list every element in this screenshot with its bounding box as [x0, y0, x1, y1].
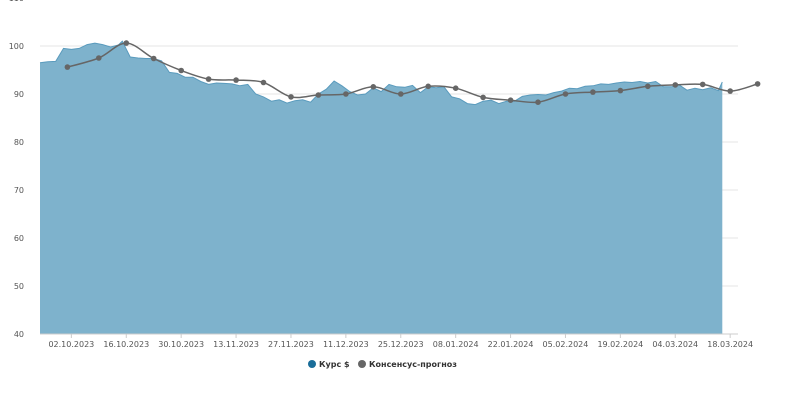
forecast-point[interactable] [727, 88, 733, 94]
x-tick-label: 04.03.2024 [652, 340, 698, 349]
forecast-point[interactable] [398, 91, 404, 97]
x-tick-label: 27.11.2023 [268, 340, 314, 349]
forecast-point[interactable] [150, 55, 157, 62]
x-tick-label: 25.12.2023 [378, 340, 424, 349]
forecast-point[interactable] [123, 40, 130, 46]
forecast-point[interactable] [178, 67, 184, 74]
forecast-point[interactable] [370, 84, 377, 90]
forecast-point[interactable] [590, 89, 596, 95]
forecast-point[interactable] [562, 91, 569, 97]
forecast-point[interactable] [645, 83, 651, 90]
legend-marker-forecast [358, 360, 366, 368]
y-axis: 40 50 60 70 80 90 100 110 [9, 0, 24, 339]
y-tick-label: 70 [14, 186, 24, 195]
forecast-point[interactable] [507, 97, 514, 103]
x-tick-label: 30.10.2023 [158, 340, 204, 349]
forecast-point[interactable] [452, 85, 459, 91]
y-tick-label: 110 [9, 0, 24, 3]
legend-item-rate[interactable]: Курс $ [308, 360, 350, 369]
forecast-point[interactable] [343, 91, 349, 97]
forecast-point[interactable] [699, 81, 706, 88]
forecast-point[interactable] [754, 81, 761, 87]
forecast-point[interactable] [233, 77, 239, 83]
x-tick-label: 08.01.2024 [433, 340, 479, 349]
y-tick-label: 60 [14, 234, 24, 243]
forecast-point[interactable] [617, 87, 624, 94]
x-tick-label: 05.02.2024 [543, 340, 589, 349]
legend-label-forecast: Консенсус-прогноз [369, 360, 457, 369]
forecast-point[interactable] [260, 79, 267, 86]
y-tick-label: 90 [14, 90, 24, 99]
legend: Курс $ Консенсус-прогноз [308, 360, 457, 369]
legend-item-forecast[interactable]: Консенсус-прогноз [358, 360, 457, 369]
x-tick-label: 13.11.2023 [213, 340, 259, 349]
forecast-point[interactable] [64, 64, 71, 70]
rate-area-fill [40, 41, 723, 334]
forecast-point[interactable] [672, 82, 679, 88]
x-tick-label: 22.01.2024 [488, 340, 534, 349]
x-tick-label: 19.02.2024 [597, 340, 643, 349]
forecast-point[interactable] [205, 76, 212, 82]
y-tick-label: 80 [14, 138, 24, 147]
y-tick-label: 100 [9, 42, 24, 51]
forecast-point[interactable] [425, 83, 432, 90]
x-axis: 02.10.2023 16.10.2023 30.10.2023 13.11.2023… [40, 333, 753, 349]
rate-area-series [39, 40, 723, 334]
forecast-line-series [64, 40, 761, 105]
y-tick-label: 40 [14, 330, 24, 339]
forecast-point[interactable] [535, 99, 541, 105]
y-tick-label: 50 [14, 282, 24, 291]
forecast-point[interactable] [315, 92, 322, 98]
legend-label-rate: Курс $ [319, 360, 350, 369]
forecast-point[interactable] [96, 55, 102, 61]
x-tick-label: 11.12.2023 [323, 340, 369, 349]
x-tick-label: 16.10.2023 [103, 340, 149, 349]
forecast-point[interactable] [480, 94, 486, 101]
x-tick-label: 02.10.2023 [48, 340, 94, 349]
x-tick-label: 18.03.2024 [707, 340, 753, 349]
legend-marker-rate [308, 360, 316, 368]
forecast-point[interactable] [288, 94, 294, 100]
